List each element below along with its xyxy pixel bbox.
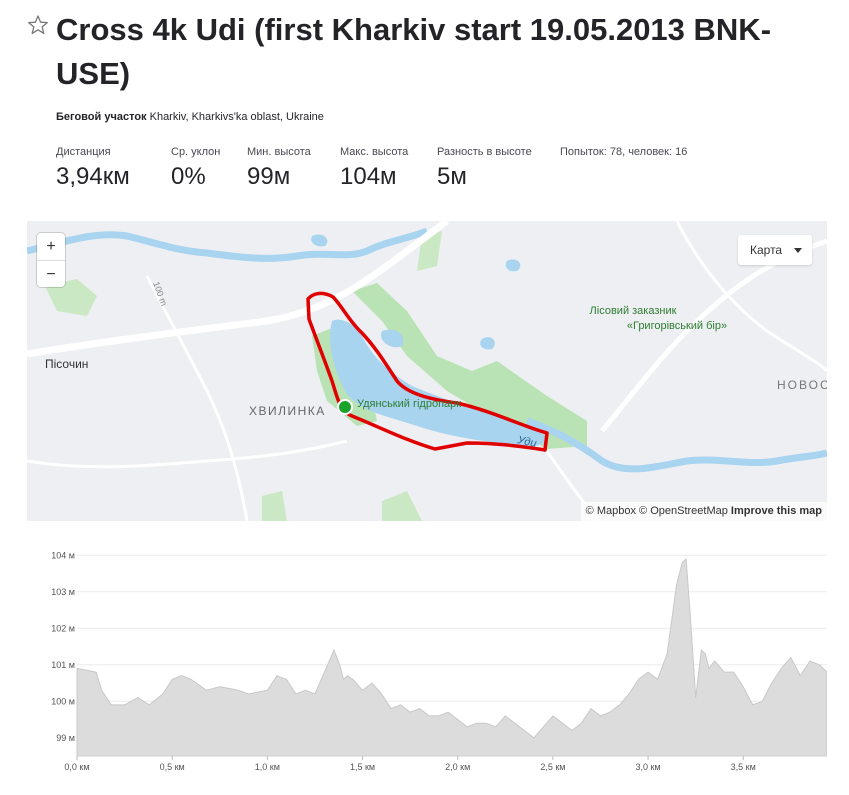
map-type-dropdown[interactable]: Карта — [738, 235, 812, 265]
caret-down-icon — [794, 248, 802, 253]
star-icon[interactable] — [27, 14, 49, 36]
stat-label: Макс. высота — [340, 146, 409, 158]
zoom-out-button[interactable]: − — [46, 266, 56, 283]
park-area — [262, 491, 287, 521]
place-label-park: Удянський гідропарк — [357, 398, 461, 410]
river — [27, 227, 429, 262]
osm-link[interactable]: © OpenStreetMap — [639, 505, 728, 517]
park-area — [352, 283, 587, 449]
x-tick-label: 0,5 км — [160, 762, 185, 772]
stat-value: 5м — [437, 163, 467, 190]
river — [525, 417, 827, 473]
place-label-reserve-name: «Григорівський бір» — [627, 320, 727, 332]
stat-value: 104м — [340, 163, 397, 190]
route-line — [306, 291, 549, 452]
segment-title: Cross 4k Udi (first Kharkiv start 19.05.… — [56, 12, 772, 91]
improve-map-link[interactable]: Improve this map — [730, 505, 822, 517]
river-label-udy: Уди — [515, 434, 537, 450]
map-attribution: © Mapbox © OpenStreetMap Improve this ma… — [580, 502, 827, 521]
y-tick-label: 101 м — [51, 660, 75, 670]
place-label-pisochyn: Пісочин — [45, 357, 88, 371]
stat-label: Ср. уклон — [171, 146, 221, 158]
y-tick-label: 104 м — [51, 550, 75, 560]
location-label: Беговой участок — [56, 111, 147, 123]
stat-label: Попыток: 78, человек: 16 — [560, 146, 688, 158]
road — [600, 238, 827, 433]
stat-attempts: Попыток: 78, человек: 16 — [560, 146, 687, 158]
park-area — [45, 279, 97, 316]
road — [675, 221, 827, 373]
segment-location: Беговой участок Kharkiv, Kharkivs'ka obl… — [56, 111, 324, 123]
route-start-marker — [337, 399, 353, 415]
map-type-label: Карта — [750, 243, 783, 257]
stat-label: Дистанция — [56, 146, 111, 158]
x-tick-label: 0,0 км — [64, 762, 89, 772]
stat-elevation-difference: Разность в высоте 5м — [437, 146, 532, 191]
x-tick-label: 3,0 км — [635, 762, 660, 772]
zoom-control: + − — [37, 233, 65, 287]
stat-distance: Дистанция 3,94км — [56, 146, 130, 191]
stat-label: Разность в высоте — [437, 146, 532, 158]
stat-value: 0% — [171, 163, 206, 190]
y-tick-label: 102 м — [51, 623, 75, 633]
pond — [505, 259, 521, 272]
y-tick-label: 100 м — [51, 696, 75, 706]
stat-value: 3,94км — [56, 163, 130, 190]
mapbox-link[interactable]: © Mapbox — [585, 505, 636, 517]
stat-value: 99м — [247, 163, 291, 190]
stat-avg-grade: Ср. уклон 0% — [171, 146, 220, 191]
place-label-reserve: Лісовий заказник — [590, 305, 677, 317]
road — [27, 221, 450, 358]
map-canvas[interactable]: Пісочин ХВИЛИНКА Удянський гідропарк Ліс… — [27, 221, 827, 521]
elevation-area — [76, 557, 827, 757]
stat-label: Мин. высота — [247, 146, 311, 158]
contour-label: 100 m — [151, 280, 169, 307]
elevation-chart[interactable]: 99 м 100 м 101 м 102 м 103 м 104 м 0,0 км 0,5 … — [27, 540, 827, 775]
road — [27, 439, 348, 469]
y-tick-label: 99 м — [56, 733, 75, 743]
lake — [330, 319, 547, 446]
zoom-in-button[interactable]: + — [37, 233, 65, 261]
x-tick-label: 1,0 км — [255, 762, 280, 772]
x-tick-label: 2,0 км — [445, 762, 470, 772]
location-value: Kharkiv, Kharkivs'ka oblast, Ukraine — [149, 111, 324, 123]
x-tick-label: 1,5 км — [350, 762, 375, 772]
stat-min-elevation: Мин. высота 99м — [247, 146, 311, 191]
place-label-khvylynka: ХВИЛИНКА — [249, 404, 326, 418]
stat-max-elevation: Макс. высота 104м — [340, 146, 408, 191]
place-label-novo: НОВОС — [777, 378, 827, 392]
x-tick-label: 2,5 км — [540, 762, 565, 772]
x-tick-label: 3,5 км — [731, 762, 756, 772]
y-tick-label: 103 м — [51, 587, 75, 597]
park-area — [382, 491, 422, 521]
road — [145, 275, 249, 521]
segment-map[interactable]: Пісочин ХВИЛИНКА Удянський гідропарк Ліс… — [27, 221, 827, 521]
pond — [311, 234, 328, 247]
lake — [381, 329, 404, 348]
pond — [480, 337, 495, 350]
